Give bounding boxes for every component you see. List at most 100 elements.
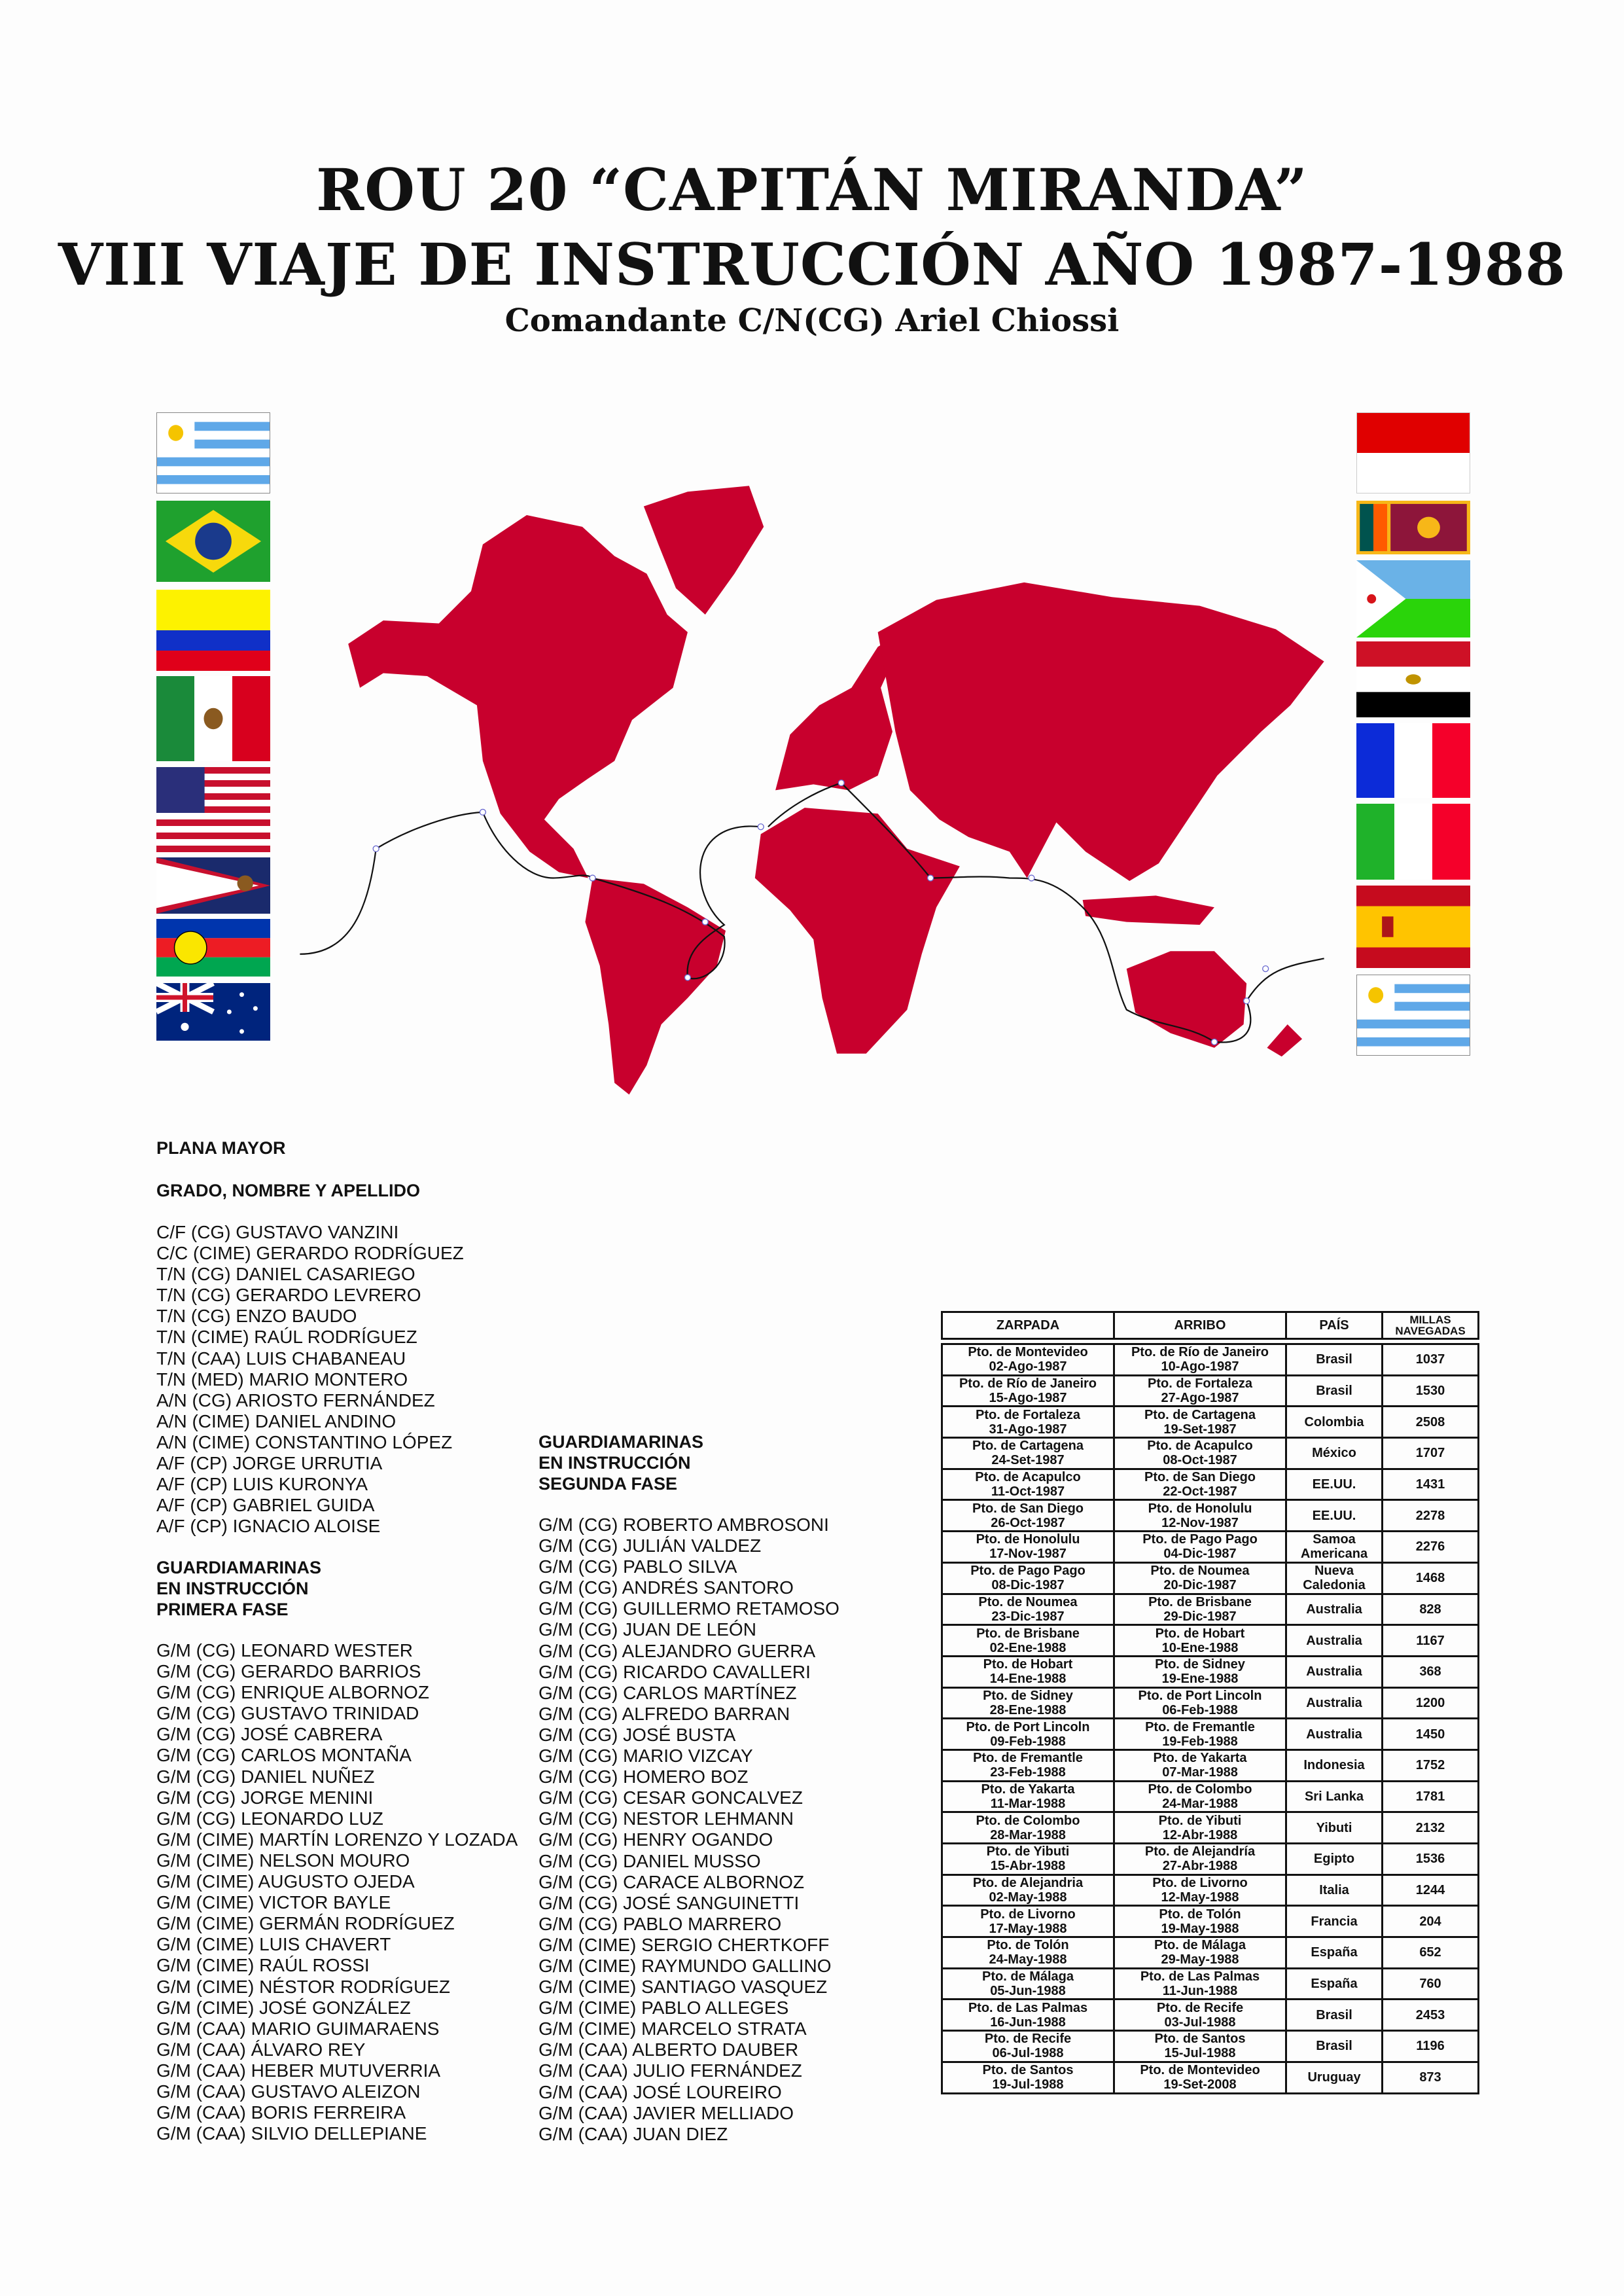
departure-cell: Pto. de Recife 06-Jul-1988	[941, 2030, 1115, 2063]
country-cell-country: Brasil	[1316, 2007, 1352, 2022]
departure-cell-from-date: 28-Ene-1988	[989, 1702, 1067, 1717]
departure-cell: Pto. de Alejandria 02-May-1988	[941, 1873, 1115, 1907]
col-pais: PAÍS	[1285, 1311, 1383, 1340]
list-item: T/N (CG) ENZO BAUDO	[156, 1306, 357, 1327]
arrival-cell: Pto. de Santos 15-Jul-1988	[1113, 2030, 1287, 2063]
arrival-cell: Pto. de Recife 03-Jul-1988	[1113, 1998, 1287, 2032]
col-millas: MILLAS NAVEGADAS	[1381, 1311, 1479, 1340]
table-row: Pto. de Port Lincoln 09-Feb-1988 Pto. de F…	[941, 1717, 1479, 1751]
list-item: G/M (CG) HOMERO BOZ	[538, 1767, 749, 1787]
arrival-cell-to: Pto. de Santos	[1154, 2032, 1246, 2047]
list-item: G/M (CG) PABLO SILVA	[538, 1556, 737, 1577]
departure-cell: Pto. de Port Lincoln 09-Feb-1988	[941, 1717, 1115, 1751]
table-row: Pto. de Málaga 05-Jun-1988 Pto. de Las Pal…	[941, 1967, 1479, 2001]
list-item: G/M (CG) CARLOS MARTÍNEZ	[538, 1682, 797, 1703]
miles-cell: 2278	[1381, 1499, 1479, 1533]
country-cell-country: España	[1311, 1945, 1358, 1960]
table-row: Pto. de Pago Pago 08-Dic-1987 Pto. de Noum…	[941, 1561, 1479, 1595]
list-item: G/M (CAA) JUAN DIEZ	[538, 2123, 728, 2144]
departure-cell-from-date: 15-Ago-1987	[989, 1391, 1067, 1406]
departure-cell: Pto. de Santos 19-Jul-1988	[941, 2060, 1115, 2094]
departure-cell-from-date: 16-Jun-1988	[990, 2015, 1066, 2030]
list-item: G/M (CAA) HEBER MUTUVERRIA	[156, 2060, 441, 2081]
arrival-cell-to-date: 08-Oct-1987	[1163, 1453, 1237, 1468]
list-item: T/N (CIME) RAÚL RODRÍGUEZ	[156, 1327, 417, 1348]
itinerary-header: ZARPADA ARRIBO PAÍS MILLAS NAVEGADAS	[941, 1311, 1479, 1340]
list-item: G/M (CIME) RAYMUNDO GALLINO	[538, 1955, 832, 1976]
asia	[877, 582, 1324, 881]
arrival-cell-to: Pto. de Las Palmas	[1140, 1969, 1260, 1984]
departure-cell: Pto. de Fortaleza 31-Ago-1987	[941, 1405, 1115, 1439]
departure-cell-from-date: 06-Jul-1988	[992, 2046, 1064, 2061]
country-cell-country: EE.UU.	[1312, 1477, 1356, 1492]
table-row: Pto. de Alejandria 02-May-1988 Pto. de Liv…	[941, 1873, 1479, 1907]
departure-cell-from-date: 14-Ene-1988	[989, 1672, 1067, 1687]
indonesia	[1082, 895, 1214, 925]
list-item: G/M (CG) PABLO MARRERO	[538, 1913, 782, 1934]
miles-cell: 2453	[1381, 1998, 1479, 2032]
miles-cell: 368	[1381, 1655, 1479, 1689]
miles-cell: 2508	[1381, 1405, 1479, 1439]
country-cell-country: Egipto	[1313, 1852, 1355, 1867]
country-cell: Nueva Caledonia	[1285, 1561, 1383, 1595]
list-item: G/M (CIME) MARCELO STRATA	[538, 2018, 807, 2039]
table-row: Pto. de Cartagena 24-Set-1987 Pto. de Acap…	[941, 1437, 1479, 1470]
list-item: G/M (CG) LEONARD WESTER	[156, 1640, 414, 1660]
departure-cell: Pto. de Málaga 05-Jun-1988	[941, 1967, 1115, 2001]
list-item: T/N (CG) GERARDO LEVRERO	[156, 1285, 421, 1306]
arrival-cell-to-date: 12-Abr-1988	[1162, 1827, 1238, 1842]
arrival-cell: Pto. de Tolón 19-May-1988	[1113, 1905, 1287, 1939]
arrival-cell-to-date: 29-May-1988	[1161, 1952, 1239, 1967]
departure-cell-from: Pto. de Livorno	[980, 1907, 1076, 1922]
list-item: G/M (CG) CESAR GONCALVEZ	[538, 1787, 803, 1808]
country-cell: Egipto	[1285, 1842, 1383, 1876]
miles-cell: 1468	[1381, 1561, 1479, 1595]
miles-cell: 760	[1381, 1967, 1479, 2001]
arrival-cell: Pto. de Noumea 20-Dic-1987	[1113, 1561, 1287, 1595]
table-row: Pto. de Santos 19-Jul-1988 Pto. de Montevi…	[941, 2060, 1479, 2094]
arrival-cell: Pto. de San Diego 22-Oct-1987	[1113, 1467, 1287, 1501]
miles-cell-miles: 2278	[1415, 1508, 1445, 1523]
list-item: G/M (CG) JOSÉ SANGUINETTI	[538, 1892, 800, 1913]
miles-cell-miles: 873	[1419, 2070, 1441, 2085]
table-row: Pto. de Río de Janeiro 15-Ago-1987 Pto. de…	[941, 1374, 1479, 1408]
miles-cell-miles: 2508	[1415, 1414, 1445, 1429]
departure-cell: Pto. de Yakarta 11-Mar-1988	[941, 1780, 1115, 1814]
miles-cell: 204	[1381, 1905, 1479, 1939]
col-arribo: ARRIBO	[1113, 1311, 1287, 1340]
list-item: G/M (CG) HENRY OGANDO	[538, 1829, 773, 1850]
departure-cell-from: Pto. de Sidney	[983, 1688, 1073, 1703]
departure-cell-from-date: 11-Mar-1988	[990, 1796, 1066, 1811]
port-markers	[372, 780, 1269, 1046]
miles-cell-miles: 1244	[1415, 1883, 1445, 1898]
miles-cell-miles: 1450	[1415, 1727, 1445, 1742]
miles-cell: 1196	[1381, 2030, 1479, 2063]
list-item: G/M (CG) JUAN DE LEÓN	[538, 1619, 756, 1640]
table-row: Pto. de Colombo 28-Mar-1988 Pto. de Yibuti…	[941, 1811, 1479, 1844]
country-cell-country: Australia	[1306, 1695, 1362, 1710]
arrival-cell: Pto. de Alejandría 27-Abr-1988	[1113, 1842, 1287, 1876]
departure-cell-from-date: 08-Dic-1987	[991, 1578, 1065, 1593]
list-item: G/M (CG) DANIEL MUSSO	[538, 1850, 761, 1871]
miles-cell-miles: 368	[1419, 1664, 1441, 1679]
sun-of-may-icon	[1368, 987, 1384, 1003]
country-cell-country: EE.UU.	[1312, 1508, 1356, 1523]
list-item: G/M (CIME) JOSÉ GONZÁLEZ	[156, 1997, 411, 2018]
country-cell: Australia	[1285, 1686, 1383, 1720]
departure-cell: Pto. de Acapulco 11-Oct-1987	[941, 1467, 1115, 1501]
departure-cell: Pto. de Tolón 24-May-1988	[941, 1936, 1115, 1969]
country-cell: Sri Lanka	[1285, 1780, 1383, 1814]
departure-cell-from: Pto. de Recife	[984, 2032, 1072, 2047]
list-item: A/F (CP) IGNACIO ALOISE	[156, 1516, 381, 1537]
list-item: G/M (CAA) JULIO FERNÁNDEZ	[538, 2060, 802, 2081]
list-item: G/M (CAA) GUSTAVO ALEIZON	[156, 2081, 421, 2102]
departure-cell-from: Pto. de Honolulu	[976, 1532, 1080, 1547]
arrival-cell: Pto. de Sidney 19-Ene-1988	[1113, 1655, 1287, 1689]
departure-cell-from-date: 17-May-1988	[989, 1921, 1067, 1936]
departure-cell-from-date: 24-May-1988	[989, 1952, 1067, 1967]
departure-cell-from-date: 02-Ene-1988	[989, 1640, 1067, 1655]
list-item: T/N (CAA) LUIS CHABANEAU	[156, 1348, 406, 1369]
arrival-cell: Pto. de Montevideo 19-Set-2008	[1113, 2060, 1287, 2094]
departure-cell-from-date: 24-Set-1987	[991, 1453, 1065, 1468]
miles-cell-miles: 1536	[1415, 1852, 1445, 1867]
